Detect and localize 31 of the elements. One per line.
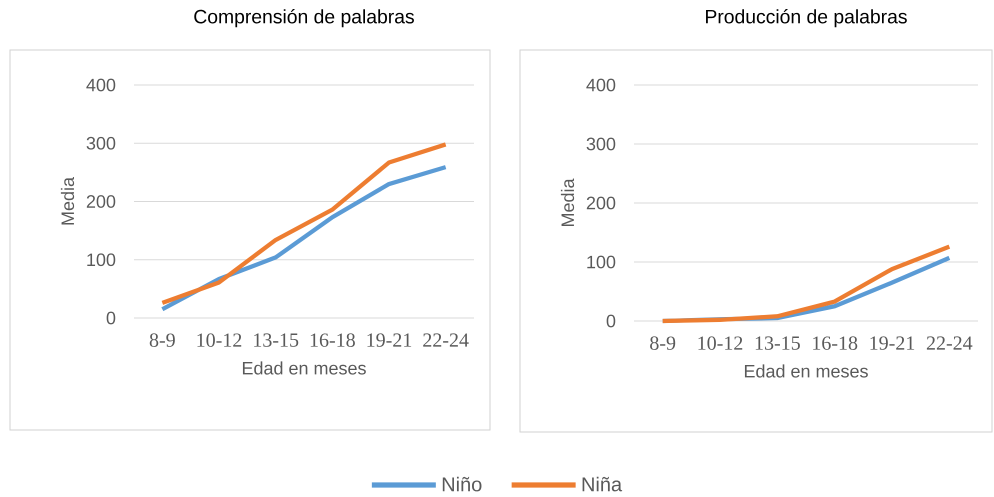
x-tick-label: 10-12 — [698, 336, 742, 350]
x-tick-label: 10-12 — [197, 333, 242, 347]
x-tick-label: 16-18 — [310, 333, 355, 347]
x-tick-label: 8-9 — [150, 333, 175, 347]
line-series — [160, 142, 448, 305]
y-tick-label: 300 — [586, 138, 616, 150]
x-tick-label: 13-15 — [756, 336, 800, 350]
y-tick-label: 400 — [586, 78, 616, 92]
x-axis-title: Edad en meses — [242, 361, 366, 375]
y-axis-title: Media — [560, 178, 574, 226]
x-axis-title: Edad en meses — [744, 364, 868, 378]
y-tick-label: 300 — [86, 136, 116, 150]
legend-label: Niño — [442, 476, 482, 492]
legend-label: Niña — [582, 476, 622, 492]
x-tick-label: 19-21 — [870, 336, 914, 350]
chart-title: Producción de palabras — [706, 9, 907, 28]
y-tick-label: 200 — [586, 196, 616, 210]
y-tick-label: 0 — [106, 312, 116, 324]
y-tick-label: 200 — [86, 195, 116, 208]
x-tick-label: 16-18 — [813, 336, 858, 350]
x-tick-label: 22-24 — [926, 336, 972, 350]
chart-title: Comprensión de palabras — [194, 9, 414, 28]
x-tick-label: 19-21 — [367, 333, 412, 347]
y-tick-label: 100 — [87, 253, 116, 266]
x-tick-label: 22-24 — [423, 333, 469, 347]
y-tick-label: 100 — [587, 256, 616, 268]
y-tick-label: 0 — [606, 314, 616, 328]
y-tick-label: 400 — [86, 78, 116, 92]
x-tick-label: 13-15 — [254, 333, 298, 347]
x-tick-label: 8-9 — [650, 336, 676, 350]
y-axis-title: Media — [60, 176, 74, 225]
